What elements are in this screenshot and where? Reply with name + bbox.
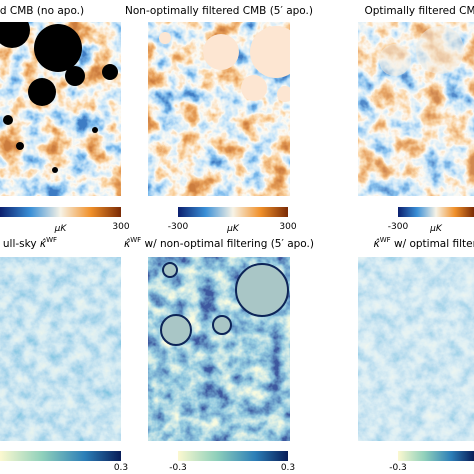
colorbar-tick-label: 300: [112, 222, 129, 232]
title-superscript: WF: [130, 236, 141, 244]
map-cmb-nonoptimal: [148, 22, 290, 196]
colorbar-tick-label: -300: [388, 222, 409, 232]
colorbar-tick-label: 0.3: [114, 463, 128, 473]
panel-title: Optimally filtered CM: [364, 5, 474, 17]
title-superscript: WF: [380, 236, 391, 244]
colorbar: [398, 451, 474, 461]
panel-title: κ̂WF w/ non-optimal filtering (5′ apo.): [124, 236, 314, 250]
colorbar: [398, 207, 474, 217]
map-kappa-nonoptimal: [148, 257, 290, 441]
colorbar: [0, 451, 121, 461]
colorbar: [178, 451, 288, 461]
map-cmb-masked: [0, 22, 121, 196]
maps: [0, 22, 474, 441]
colorbar: [178, 207, 288, 217]
colorbar-unit: μK: [54, 224, 68, 234]
title-suffix: w/ optimal filterin: [391, 238, 474, 250]
colorbar-tick-label: -0.3: [389, 463, 407, 473]
colorbar-tick-label: 300: [279, 222, 296, 232]
map-kappa-fullsky: [0, 257, 121, 441]
colorbar-tick-label: -300: [168, 222, 189, 232]
title-suffix: w/ non-optimal filtering (5′ apo.): [141, 238, 314, 250]
colorbar-tick-label: -0.3: [169, 463, 187, 473]
map-cmb-optimal: [358, 22, 474, 196]
panel-title: d CMB (no apo.): [0, 5, 84, 17]
colorbars: [0, 207, 474, 461]
panel-title: Non-optimally filtered CMB (5′ apo.): [125, 5, 313, 17]
panel-title: κ̂WF w/ optimal filterin: [374, 236, 474, 250]
map-kappa-optimal: [358, 257, 474, 441]
colorbar-unit: μK: [226, 224, 240, 234]
colorbar-tick-label: 0.3: [281, 463, 295, 473]
title-symbol: κ̂: [40, 238, 47, 250]
colorbar-unit: μK: [429, 224, 443, 234]
panel-title: ull-sky κ̂WF: [3, 236, 57, 250]
title-symbol: κ̂: [124, 238, 131, 250]
title-symbol: κ̂: [374, 238, 381, 250]
title-superscript: WF: [46, 236, 57, 244]
title-prefix: ull-sky: [3, 238, 40, 250]
colorbar: [0, 207, 121, 217]
